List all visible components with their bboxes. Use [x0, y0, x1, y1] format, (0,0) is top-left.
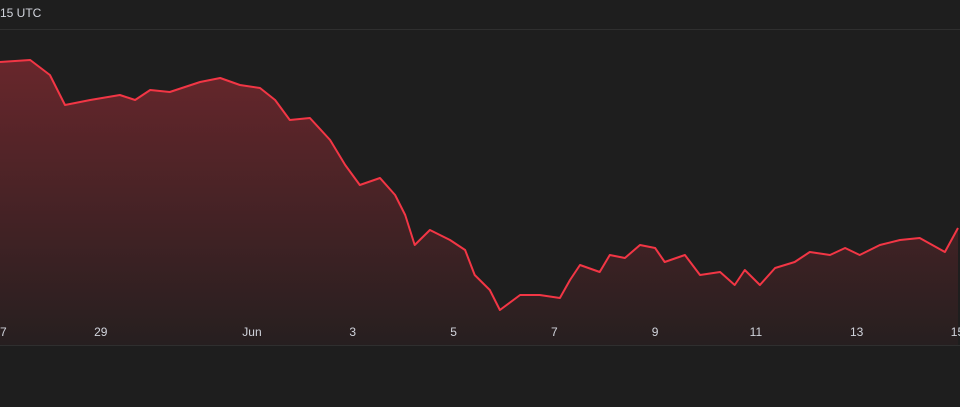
- x-tick-label: 11: [750, 325, 763, 339]
- x-tick-label: 5: [450, 325, 457, 339]
- x-tick-label: 7: [551, 325, 558, 339]
- x-tick-label: Jun: [242, 325, 261, 339]
- x-tick-label: 27: [0, 325, 7, 339]
- x-tick-label: 9: [652, 325, 659, 339]
- area-fill: [0, 60, 958, 345]
- x-tick-label: 13: [850, 325, 864, 339]
- price-line: [0, 59, 959, 311]
- x-tick-label: 3: [349, 325, 356, 339]
- x-tick-label: 29: [94, 325, 108, 339]
- header-label: 15 UTC: [0, 6, 42, 20]
- x-tick-label: 15: [951, 325, 960, 339]
